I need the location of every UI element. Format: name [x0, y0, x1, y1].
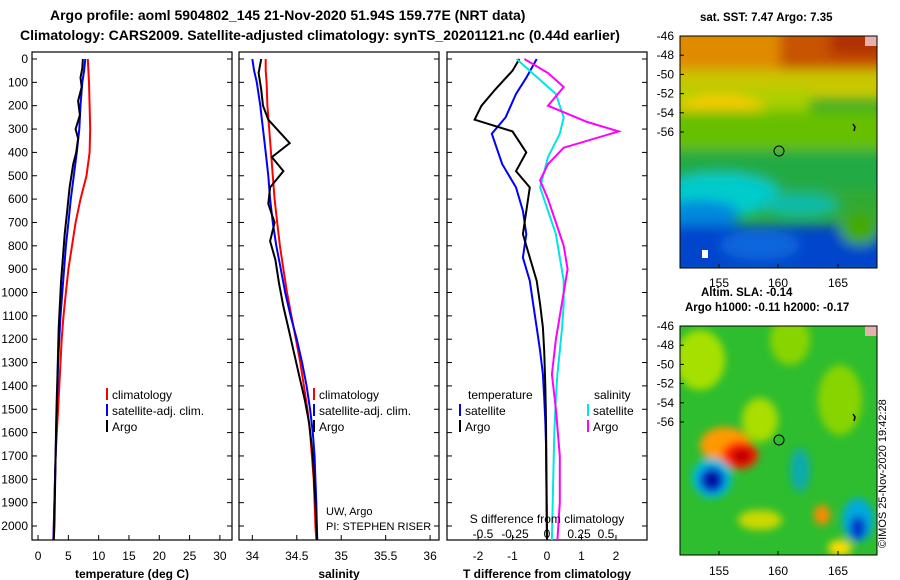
lat-tick-label: -52 [657, 377, 675, 391]
lat-tick-label: -48 [657, 48, 675, 62]
depth-tick-label: 400 [8, 145, 28, 159]
x-tick-label: -2 [473, 549, 484, 563]
depth-tick-label: 300 [8, 122, 28, 136]
difference-panel: -2 -1 0 1 2 T difference from climatology temp… [447, 58, 647, 580]
legend-label: climatology [112, 388, 172, 402]
depth-tick-label: 100 [8, 75, 28, 89]
lon-tick-label: 160 [768, 564, 788, 578]
x-tick-label: 2 [613, 549, 620, 563]
x-tick-label: -1 [507, 549, 518, 563]
legend-label: satellite-adj. clim. [112, 404, 204, 418]
s-tick-label: 0 [544, 527, 551, 541]
sla-map-title-1: Altim. SLA: -0.14 [701, 287, 793, 299]
legend-title-temperature: temperature [468, 388, 533, 402]
x-tick-label: 34.5 [285, 549, 309, 563]
lon-tick-label: 160 [768, 276, 788, 290]
x-tick-label: 35 [335, 549, 349, 563]
depth-tick-label: 1800 [1, 472, 28, 486]
x-tick-label: 36 [423, 549, 437, 563]
series-line-satellite-adj-clim- [251, 58, 319, 541]
depth-tick-label: 800 [8, 239, 28, 253]
lat-tick-label: -54 [657, 396, 675, 410]
lat-tick-label: -50 [657, 67, 675, 81]
legend-label: satellite-adj. clim. [319, 404, 411, 418]
x-tick-label: 30 [213, 549, 227, 563]
depth-tick-label: 1500 [1, 402, 28, 416]
lat-tick-label: -50 [657, 357, 675, 371]
lon-tick-label: 155 [709, 564, 729, 578]
x-tick-label: 15 [122, 549, 136, 563]
x-tick-label: 5 [65, 549, 72, 563]
x-tick-label: 1 [578, 549, 585, 563]
depth-tick-label: 1000 [1, 286, 28, 300]
x-axis-label: temperature (deg C) [75, 567, 189, 580]
legend-label: climatology [319, 388, 379, 402]
series-line-argo [257, 58, 319, 541]
depth-tick-label: 700 [8, 215, 28, 229]
sst-map [680, 36, 877, 268]
s-tick-label: 0.25 [567, 527, 591, 541]
legend-label: satellite [465, 404, 506, 418]
x-tick-label: 0 [35, 549, 42, 563]
lat-tick-label: -54 [657, 106, 675, 120]
salinity-panel-frame [238, 51, 440, 541]
legend-label: satellite [593, 404, 634, 418]
depth-tick-label: 1600 [1, 426, 28, 440]
depth-tick-label: 900 [8, 262, 28, 276]
annotation-text: UW, Argo [326, 506, 372, 518]
lat-tick-label: -46 [657, 319, 675, 333]
sst-map-title: sat. SST: 7.47 Argo: 7.35 [700, 12, 833, 24]
depth-tick-label: 1200 [1, 332, 28, 346]
annotation-text: PI: STEPHEN RISER [326, 521, 431, 533]
lon-tick-label: 165 [828, 276, 848, 290]
depth-tick-label: 0 [21, 52, 28, 66]
x-tick-label: 25 [183, 549, 197, 563]
legend-title-salinity: salinity [594, 388, 631, 402]
series-line-argo [52, 58, 84, 541]
salinity-panel: 34 34.5 35 35.5 36 salinity climatology satelli… [239, 58, 439, 580]
lat-tick-label: -56 [657, 125, 675, 139]
lat-tick-label: -46 [657, 29, 675, 43]
depth-tick-label: 600 [8, 192, 28, 206]
sla-map [680, 326, 877, 555]
series-line-s-satellite [515, 58, 565, 541]
legend-label: Argo [593, 420, 619, 434]
s-tick-label: -0.5 [473, 527, 494, 541]
s-tick-label: -0.25 [501, 527, 529, 541]
depth-tick-label: 1900 [1, 496, 28, 510]
legend-label: Argo [319, 420, 345, 434]
x-tick-label: 34 [246, 549, 260, 563]
lon-tick-label: 155 [709, 276, 729, 290]
lat-tick-label: -52 [657, 87, 675, 101]
lon-tick-label: 165 [828, 564, 848, 578]
depth-tick-label: 1300 [1, 356, 28, 370]
depth-tick-label: 2000 [1, 519, 28, 533]
map-axes: -46 -48 -50 -52 -54 -56 -46 -48 -50 -52 -54 -56 155 1… [657, 29, 849, 578]
depth-tick-label: 1700 [1, 449, 28, 463]
series-line-t-argo [473, 58, 548, 541]
lat-tick-label: -56 [657, 415, 675, 429]
depth-tick-label: 1400 [1, 379, 28, 393]
x-tick-label: 10 [92, 549, 106, 563]
legend-label: Argo [465, 420, 491, 434]
x-axis-label: salinity [318, 567, 360, 580]
depth-tick-label: 200 [8, 99, 28, 113]
s-axis-label: S difference from climatology [470, 512, 625, 526]
lat-tick-label: -48 [657, 338, 675, 352]
depth-tick-label: 500 [8, 169, 28, 183]
depth-axis: 0 100 200 300 400 500 600 700 800 900 1000 1100 1200… [1, 52, 28, 533]
sla-map-title-2: Argo h1000: -0.11 h2000: -0.17 [685, 302, 850, 314]
depth-tick-label: 1100 [2, 309, 28, 323]
title-line-2: Climatology: CARS2009. Satellite-adjuste… [20, 27, 620, 43]
temperature-panel: 0 5 10 15 20 25 30 temperature (deg C) climatolo… [32, 58, 232, 580]
x-axis-label: T difference from climatology [463, 567, 631, 580]
x-tick-label: 35.5 [374, 549, 398, 563]
x-tick-label: 20 [153, 549, 167, 563]
s-tick-label: 0.5 [598, 527, 615, 541]
title-line-1: Argo profile: aoml 5904802_145 21-Nov-20… [50, 7, 526, 23]
series-line-s-argo [523, 58, 623, 541]
legend-label: Argo [112, 420, 138, 434]
x-tick-label: 0 [544, 549, 551, 563]
